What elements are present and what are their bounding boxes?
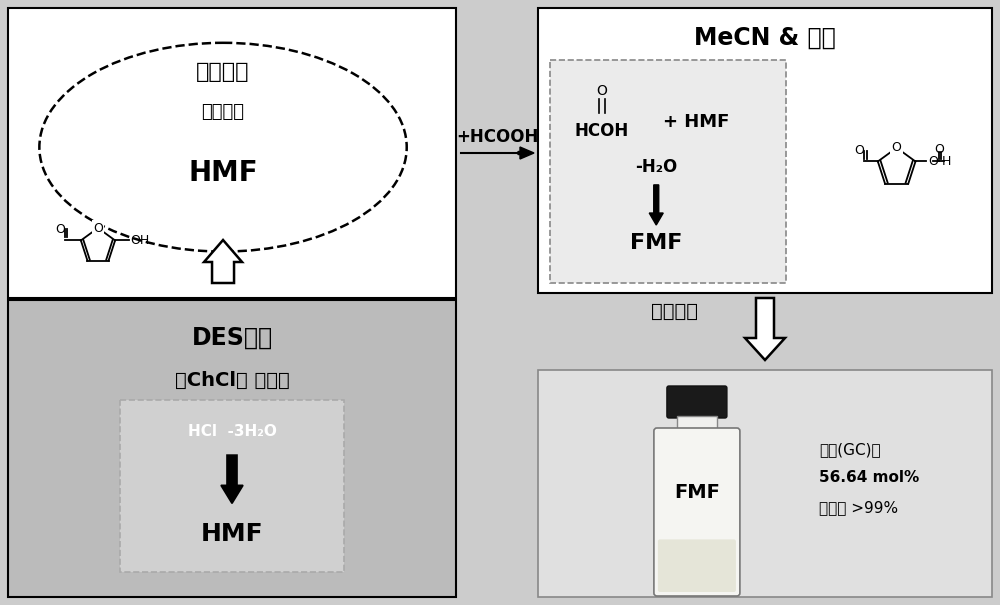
Text: + HMF: + HMF [663, 114, 730, 131]
Text: O: O [597, 84, 607, 98]
FancyArrow shape [745, 298, 785, 360]
Text: 得率(GC)：: 得率(GC)： [819, 442, 881, 457]
Text: FMF: FMF [674, 483, 720, 502]
Text: 分离纯化: 分离纯化 [651, 301, 698, 321]
FancyBboxPatch shape [654, 428, 740, 596]
Text: MeCN & 甲酸: MeCN & 甲酸 [694, 26, 836, 50]
Text: DES体系: DES体系 [191, 326, 273, 350]
Text: HMF: HMF [201, 522, 263, 546]
Text: O: O [55, 223, 65, 236]
FancyBboxPatch shape [8, 8, 456, 298]
Text: （乙腔）: （乙腔） [202, 103, 245, 122]
Text: 56.64 mol%: 56.64 mol% [819, 470, 920, 485]
Text: 纯度： >99%: 纯度： >99% [819, 500, 899, 515]
Text: O: O [854, 144, 864, 157]
FancyBboxPatch shape [120, 400, 344, 572]
FancyBboxPatch shape [667, 386, 727, 418]
Text: H: H [942, 155, 951, 168]
Text: HCOH: HCOH [575, 122, 629, 140]
FancyBboxPatch shape [677, 416, 717, 431]
Text: 萄取溶剂: 萄取溶剂 [196, 62, 250, 82]
FancyBboxPatch shape [550, 60, 786, 283]
FancyArrow shape [649, 185, 663, 225]
Text: O: O [93, 221, 103, 235]
Text: -H₂O: -H₂O [635, 158, 677, 176]
FancyArrow shape [221, 455, 243, 503]
Text: O: O [929, 155, 939, 168]
Text: HCl  -3H₂O: HCl -3H₂O [188, 424, 276, 439]
FancyBboxPatch shape [8, 300, 456, 597]
Text: HMF: HMF [188, 159, 258, 188]
Text: +HCOOH: +HCOOH [456, 128, 538, 146]
Ellipse shape [39, 43, 407, 252]
FancyArrow shape [518, 147, 534, 159]
Text: OH: OH [130, 234, 149, 247]
Text: （ChCl＋ 果糖）: （ChCl＋ 果糖） [175, 370, 289, 390]
FancyBboxPatch shape [658, 540, 736, 592]
Text: FMF: FMF [630, 233, 682, 253]
FancyArrow shape [204, 240, 242, 283]
FancyBboxPatch shape [538, 370, 992, 597]
FancyBboxPatch shape [538, 8, 992, 293]
Text: O: O [892, 142, 902, 154]
Text: O: O [934, 143, 944, 156]
